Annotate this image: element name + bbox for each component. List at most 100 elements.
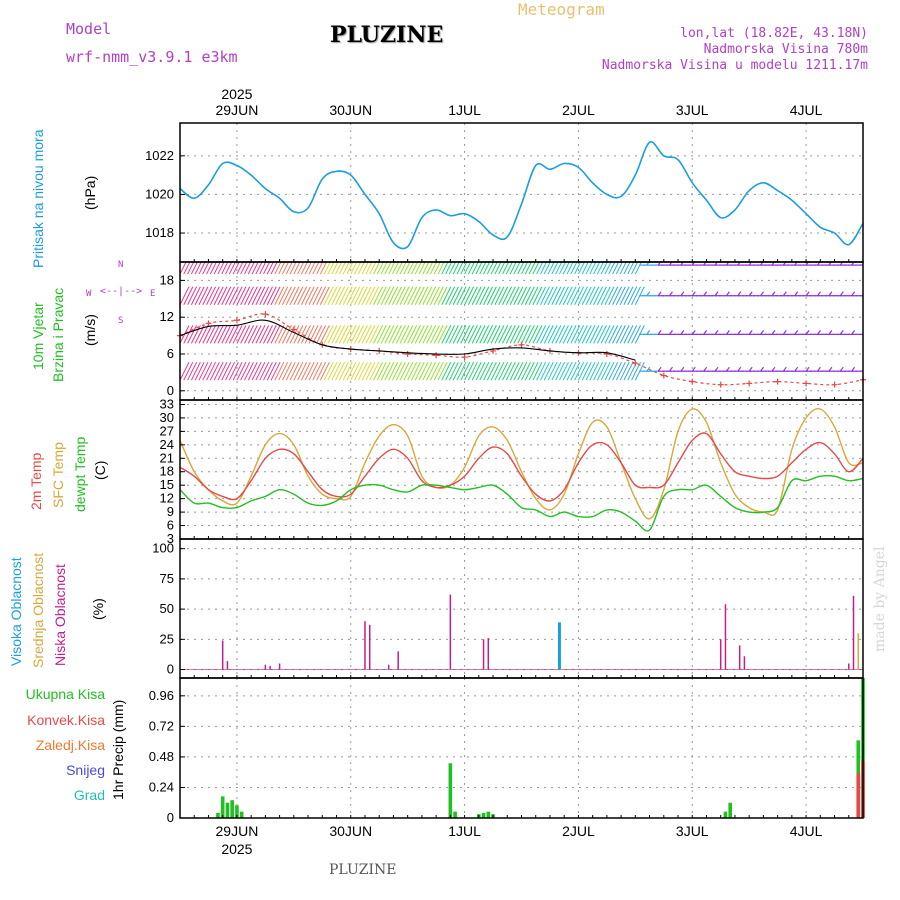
wind-barb (274, 325, 285, 344)
wind-barb (589, 325, 600, 344)
wind-barb (574, 262, 582, 275)
wind-barb-flag (680, 291, 685, 297)
wind-barb (445, 325, 456, 344)
wind-barb (615, 262, 623, 275)
wind-barb (460, 262, 468, 275)
wind-barb-flag (657, 291, 662, 297)
wind-barb (206, 325, 217, 344)
wind-barb (187, 325, 198, 344)
wind-barb (612, 286, 623, 305)
wind-barb (498, 262, 506, 275)
wind-barb (342, 262, 350, 275)
day-label-top: 29JUN (216, 102, 259, 118)
wind-barb (232, 325, 243, 344)
wind-barb (509, 361, 520, 381)
wind-barb-flag (680, 366, 685, 372)
wind-barb-flag (839, 330, 844, 335)
y-tick-label: 33 (160, 396, 174, 411)
wind-barb-flag (737, 291, 742, 297)
wind-barb (319, 325, 330, 344)
wind-barb (540, 262, 548, 275)
day-label-bottom: 3JUL (676, 823, 709, 839)
y-tick-label: 1020 (145, 186, 174, 201)
wind-barb (365, 361, 376, 381)
wind-barb (244, 262, 252, 275)
wind-barb (509, 262, 517, 275)
day-label-bottom: 1JUL (448, 823, 481, 839)
wind-barb (354, 325, 364, 344)
wind-barb (232, 361, 243, 381)
wind-barb (460, 325, 471, 344)
wind-barb (593, 325, 604, 344)
wind-barb (373, 262, 381, 275)
wind-barb (604, 286, 615, 305)
wind-barb (479, 361, 490, 381)
y-tick-label: 21 (160, 450, 174, 465)
wind-barb (331, 286, 342, 305)
wind-barb (365, 262, 373, 275)
wind-barb-flag (851, 330, 856, 335)
wind-barb (331, 325, 342, 344)
wind-barb (551, 262, 559, 275)
cloud-bar (743, 656, 746, 670)
wind-barb (593, 361, 604, 381)
wind-barb (558, 262, 567, 275)
wind-barb (589, 262, 597, 275)
wind-barb (608, 286, 619, 305)
compass-east: E (150, 289, 156, 299)
wind-barb (346, 286, 357, 305)
y-tick-label: 6 (167, 518, 174, 533)
wind-barb (562, 361, 573, 381)
wind-barb (502, 262, 510, 275)
wind-barb-flag (669, 330, 673, 335)
wind-barb (380, 286, 391, 305)
wind-barb (441, 262, 449, 275)
wind-barb (403, 361, 414, 381)
wind-speed-line (179, 313, 864, 386)
wind-barb (357, 262, 365, 275)
wind-barb (206, 262, 214, 275)
wind-barb (312, 325, 323, 344)
wind-barb (259, 325, 270, 344)
wind-barb (244, 286, 254, 305)
wind-speed-marker (803, 380, 810, 387)
wind-barb (407, 361, 418, 381)
wind-barb (566, 325, 577, 344)
wind-barb (312, 262, 320, 275)
wind-barb (225, 361, 235, 381)
wind-barb (373, 361, 383, 381)
wind-barb (517, 325, 528, 344)
wind-barb-flag (657, 366, 662, 372)
wind-barb (577, 361, 588, 381)
wind-barb (475, 262, 483, 275)
wind-barb (388, 361, 399, 381)
precip-bar (486, 811, 491, 818)
wind-barb (183, 361, 194, 381)
wind-barb-flag (828, 291, 833, 297)
wind-barb (304, 325, 315, 344)
cloud-bar (264, 664, 267, 670)
wind-barb (346, 325, 357, 344)
wind-barb (369, 361, 380, 381)
wind-barb (555, 325, 566, 344)
cloud-bar (857, 633, 860, 670)
wind-barb-flag (839, 366, 844, 372)
wind-barb (403, 286, 414, 305)
wind-barb (581, 262, 589, 275)
wind-barb (418, 325, 429, 344)
compass-north: N (118, 260, 124, 270)
wind-barb (373, 325, 383, 344)
wind-barb (543, 286, 554, 305)
wind-barb (369, 262, 377, 275)
wind-barb (528, 262, 536, 275)
wind-barb (524, 325, 535, 344)
wind-barb (285, 286, 296, 305)
wind-barb (346, 262, 354, 275)
wind-barb (490, 361, 501, 381)
precip-bar (481, 812, 486, 818)
wind-barb (422, 361, 433, 381)
wind-barb (471, 325, 482, 344)
wind-barb (221, 361, 232, 381)
y-tick-label: 75 (160, 571, 174, 586)
wind-barb (619, 286, 630, 305)
